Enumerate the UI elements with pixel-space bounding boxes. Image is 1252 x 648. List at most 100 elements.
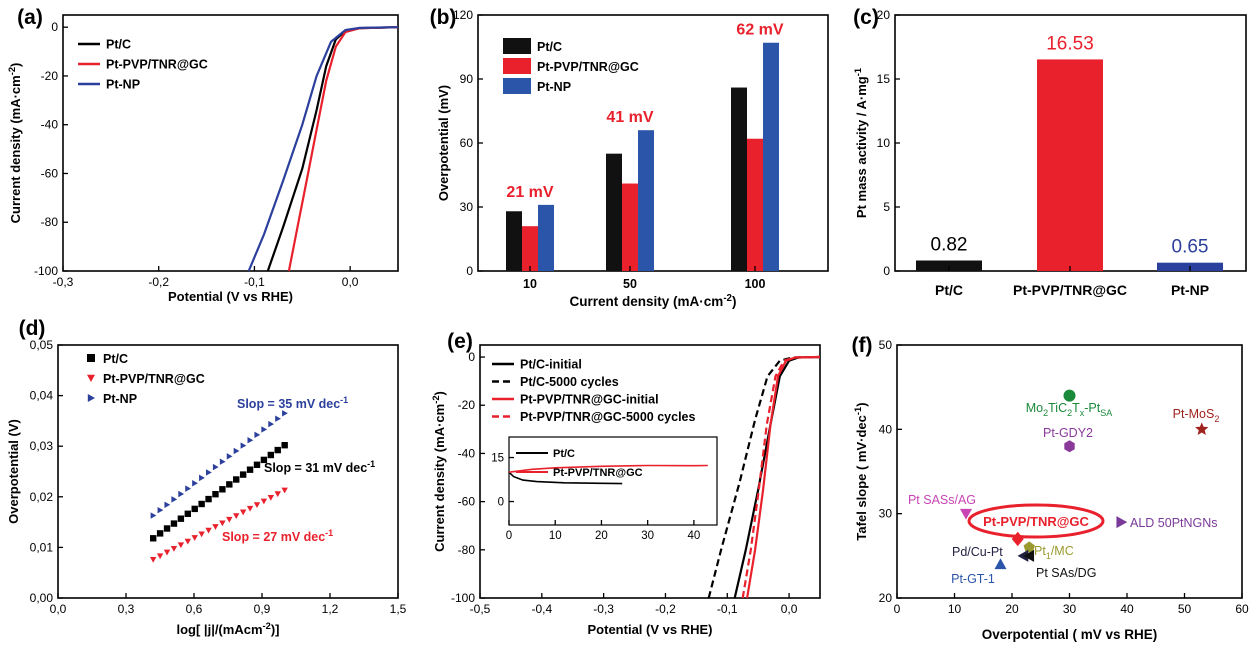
text-part: 2: [1043, 408, 1048, 418]
panel-label-e: (e): [447, 330, 473, 353]
x-tick-label: -0,2: [148, 275, 169, 289]
text-part: TiC: [1048, 401, 1067, 415]
y-tick-label: 0,01: [30, 540, 54, 554]
text-part: -1: [853, 407, 863, 415]
y-tick-label: -60: [458, 495, 476, 509]
data-point-f-6: [1023, 541, 1035, 553]
data-point-d-1: [267, 494, 275, 501]
text-part: -2: [7, 67, 17, 75]
data-point-d-1: [170, 546, 178, 552]
text-part: j: [207, 622, 212, 637]
text-part: Tafel slope ( mV·dec: [854, 415, 869, 540]
x-tick-label-c: Pt/C: [935, 282, 963, 298]
x-axis-label-d: log[ |j|/(mAcm-2)]: [176, 621, 279, 637]
curve-a-2: [247, 26, 399, 272]
panel-label-b: (b): [430, 6, 457, 29]
text-part: Slop = 31 mV dec: [264, 461, 367, 475]
legend-marker-d: [87, 374, 95, 382]
x-tick-label: 0,0: [781, 602, 798, 616]
x-tick-label: 60: [1235, 602, 1249, 616]
data-point-f-8: [1023, 549, 1035, 562]
data-point-d-2: [199, 474, 205, 482]
bar-b-10-2: [538, 204, 554, 271]
bar-b-10-0: [506, 211, 522, 271]
y-tick-label: 20: [877, 8, 891, 22]
legend-label-e: Pt-PVP/TNR@GC-initial: [520, 393, 659, 407]
point-label: Pt-PVP/TNR@GC: [983, 514, 1089, 529]
text-part: -2: [263, 621, 271, 631]
legend-marker-d: [87, 394, 95, 402]
x-axis-label-e: Potential (V vs RHE): [588, 622, 713, 637]
text-part: Slop = 35 mV dec: [237, 397, 340, 411]
data-point-d-1: [281, 487, 288, 494]
x-tick-label: 0,6: [186, 602, 203, 616]
legend-label-d: Pt-NP: [103, 392, 137, 406]
y-tick-label: -80: [41, 215, 59, 229]
text-part: 2: [1067, 408, 1072, 418]
curve-e-0: [733, 355, 821, 599]
data-point-d-2: [240, 442, 247, 449]
y-tick-label: 15: [877, 72, 891, 86]
y-tick-label: 40: [879, 422, 893, 436]
point-label: Pt-MoS2: [1173, 407, 1220, 424]
y-axis-label-b: Overpotential (mV): [436, 85, 451, 201]
data-point-f-0: [1063, 389, 1076, 402]
y-tick-label: -100: [34, 264, 58, 278]
data-point-d-0: [191, 505, 198, 513]
data-point-d-1: [233, 513, 240, 519]
text-part: ): [854, 402, 869, 406]
data-point-d-0: [274, 446, 281, 454]
point-label: Pt-GDY2: [1043, 426, 1093, 440]
point-label: Mo2TiC2Tx-PtSA: [1026, 401, 1113, 418]
y-tick-label: 0: [498, 497, 504, 509]
data-point-d-1: [253, 502, 261, 509]
point-label: Pt1/MC: [1034, 544, 1074, 561]
text-part: T: [1072, 401, 1080, 415]
point-label: Pd/Cu-Pt: [952, 545, 1003, 559]
text-part: Current density (mA·cm: [8, 75, 23, 223]
bar-b-100-0: [731, 87, 747, 272]
y-tick-label: 0: [466, 264, 473, 278]
y-tick-label: 0: [883, 264, 890, 278]
data-point-d-1: [246, 505, 254, 512]
y-tick-label: 5: [883, 200, 890, 214]
data-point-d-0: [253, 461, 261, 468]
text-part: Pt mass activity / A·mg: [854, 76, 869, 218]
data-point-d-0: [184, 510, 191, 517]
x-tick-label-c: Pt-NP: [1171, 282, 1209, 298]
y-tick-label: -40: [458, 446, 476, 460]
x-tick-label: 0,0: [50, 602, 67, 616]
y-tick-label: 30: [879, 507, 893, 521]
y-tick-label: 90: [460, 72, 474, 86]
y-tick-label: -40: [41, 118, 59, 132]
data-point-d-1: [226, 516, 233, 523]
point-label: Pt SASs/AG: [908, 493, 976, 507]
text-part: -Pt: [1084, 401, 1101, 415]
data-point-d-0: [205, 495, 212, 503]
bar-b-100-2: [763, 42, 779, 271]
inset-frame: [508, 436, 718, 526]
x-tick-label: -0,3: [53, 275, 74, 289]
x-tick-label: 40: [1120, 602, 1134, 616]
data-point-d-2: [157, 506, 164, 514]
text-part: 2: [1214, 414, 1219, 424]
value-label-c: 16.53: [1046, 33, 1094, 54]
data-point-d-0: [177, 515, 185, 522]
data-point-d-1: [198, 531, 205, 538]
legend-label-b: Pt/C: [537, 40, 562, 54]
data-point-d-2: [268, 420, 275, 428]
x-tick-label: 10: [549, 530, 562, 542]
data-point-d-2: [233, 447, 240, 455]
data-point-d-1: [150, 556, 157, 563]
data-point-d-0: [212, 490, 219, 498]
y-tick-label: -60: [41, 166, 59, 180]
legend-marker-d: [87, 354, 95, 362]
x-tick-label-b: 100: [745, 277, 766, 291]
text-part: |/(mAcm: [211, 622, 262, 637]
bar-b-10-1: [522, 226, 538, 271]
axes-frame-f: [896, 344, 1243, 599]
panel-label-d: (d): [19, 317, 46, 340]
data-point-d-2: [164, 501, 171, 508]
text-part: SA: [1100, 408, 1112, 418]
text-part: -1: [340, 395, 348, 405]
